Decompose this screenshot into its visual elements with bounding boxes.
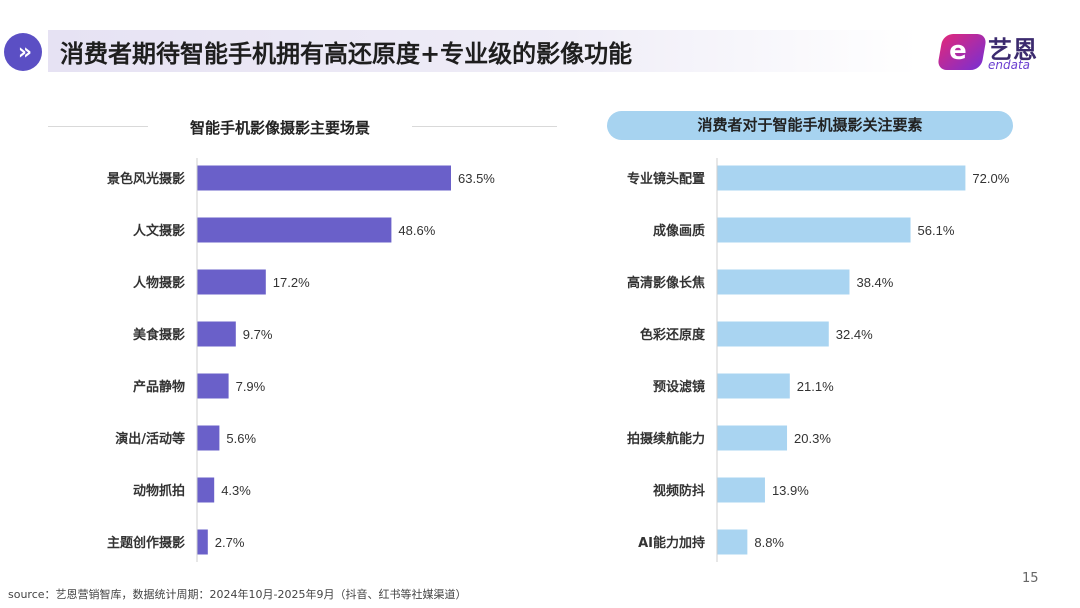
double-chevron-icon: »	[4, 33, 42, 71]
value-label: 7.9%	[236, 379, 266, 394]
category-label: 高清影像长焦	[627, 275, 705, 291]
bar	[717, 373, 790, 399]
bar	[197, 425, 220, 451]
category-label: 色彩还原度	[640, 327, 706, 343]
category-label: 景色风光摄影	[107, 171, 185, 187]
category-label: 视频防抖	[653, 483, 705, 499]
left-chart-title: 智能手机影像摄影主要场景	[189, 119, 370, 137]
left-title-rule-right	[412, 126, 557, 127]
value-label: 8.8%	[754, 535, 784, 550]
value-label: 48.6%	[398, 223, 435, 238]
value-label: 63.5%	[458, 171, 495, 186]
value-label: 13.9%	[772, 483, 809, 498]
category-label: AI能力加持	[638, 535, 705, 551]
value-label: 20.3%	[794, 431, 831, 446]
bar	[717, 165, 966, 191]
header-band	[48, 30, 918, 72]
left-bar-chart: 景色风光摄影 63.5% 人文摄影 48.6% 人物摄影 17.2% 美食摄影 9.7% 产品静…	[107, 158, 495, 562]
category-label: 人文摄影	[133, 223, 185, 239]
bar	[197, 321, 236, 347]
category-label: 拍摄续航能力	[627, 431, 705, 447]
bar	[197, 373, 229, 399]
value-label: 21.1%	[797, 379, 834, 394]
value-label: 9.7%	[243, 327, 273, 342]
bar	[717, 425, 788, 451]
category-label: 美食摄影	[133, 327, 185, 343]
value-label: 38.4%	[856, 275, 893, 290]
category-label: 预设滤镜	[653, 379, 705, 395]
right-chart-title: 消费者对于智能手机摄影关注要素	[607, 111, 1013, 140]
logo-name-cn: 艺恩	[988, 36, 1038, 64]
source-note: source：艺恩营销智库，数据统计周期：2024年10月-2025年9月（抖音…	[8, 588, 467, 601]
value-label: 32.4%	[836, 327, 873, 342]
category-label: 动物抓拍	[133, 483, 185, 499]
category-label: 成像画质	[653, 223, 705, 239]
value-label: 5.6%	[226, 431, 256, 446]
bar	[197, 165, 451, 191]
value-label: 17.2%	[273, 275, 310, 290]
bar	[717, 269, 850, 295]
bar	[717, 217, 911, 243]
value-label: 2.7%	[215, 535, 245, 550]
endata-logo: e 艺恩 endata	[936, 28, 1055, 76]
category-label: 产品静物	[133, 379, 185, 395]
bar	[197, 529, 208, 555]
bar	[197, 217, 392, 243]
bar	[717, 321, 829, 347]
logo-name-en: endata	[988, 58, 1031, 72]
category-label: 人物摄影	[133, 275, 185, 291]
bar	[717, 477, 765, 503]
value-label: 72.0%	[972, 171, 1009, 186]
value-label: 4.3%	[221, 483, 251, 498]
value-label: 56.1%	[918, 223, 955, 238]
page-number: 15	[1022, 571, 1039, 586]
page-title: 消费者期待智能手机拥有高还原度+专业级的影像功能	[60, 40, 633, 68]
bar	[197, 477, 215, 503]
category-label: 演出/活动等	[115, 431, 185, 447]
category-label: 主题创作摄影	[107, 535, 185, 551]
left-title-rule-left	[48, 126, 148, 127]
bar	[717, 529, 748, 555]
category-label: 专业镜头配置	[627, 171, 705, 187]
bar	[197, 269, 266, 295]
